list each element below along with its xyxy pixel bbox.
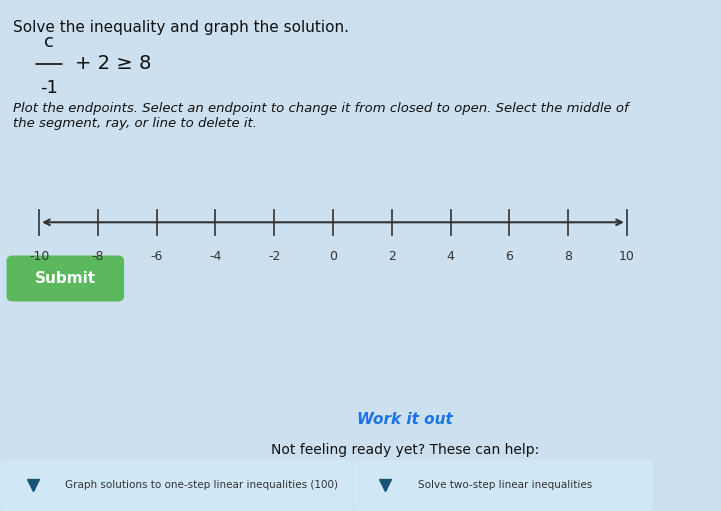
- Text: Graph solutions to one-step linear inequalities (100): Graph solutions to one-step linear inequ…: [66, 480, 338, 491]
- Text: Not feeling ready yet? These can help:: Not feeling ready yet? These can help:: [270, 443, 539, 457]
- Text: Solve the inequality and graph the solution.: Solve the inequality and graph the solut…: [13, 20, 349, 35]
- Text: -8: -8: [92, 250, 105, 263]
- Text: Submit: Submit: [35, 271, 96, 286]
- Text: -4: -4: [209, 250, 221, 263]
- Text: 8: 8: [564, 250, 572, 263]
- FancyBboxPatch shape: [353, 460, 653, 511]
- Text: 6: 6: [505, 250, 513, 263]
- Text: -1: -1: [40, 79, 58, 97]
- Text: -10: -10: [29, 250, 49, 263]
- Text: Plot the endpoints. Select an endpoint to change it from closed to open. Select : Plot the endpoints. Select an endpoint t…: [13, 102, 629, 130]
- Text: Work it out: Work it out: [357, 411, 453, 427]
- Text: Solve two-step linear inequalities: Solve two-step linear inequalities: [418, 480, 592, 491]
- Text: + 2 ≥ 8: + 2 ≥ 8: [75, 54, 151, 74]
- Text: 10: 10: [619, 250, 634, 263]
- FancyBboxPatch shape: [0, 460, 353, 511]
- Text: -2: -2: [268, 250, 280, 263]
- Text: 0: 0: [329, 250, 337, 263]
- Text: 4: 4: [446, 250, 454, 263]
- Text: 2: 2: [388, 250, 396, 263]
- FancyBboxPatch shape: [6, 256, 124, 301]
- Text: -6: -6: [151, 250, 163, 263]
- Text: c: c: [44, 33, 54, 51]
